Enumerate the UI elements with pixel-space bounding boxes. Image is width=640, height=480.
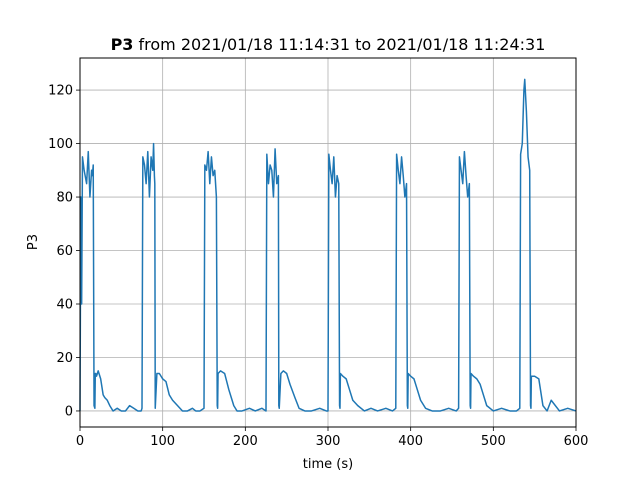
x-tick-label-2: 200 <box>233 434 258 449</box>
y-tick-label-2: 40 <box>56 298 73 313</box>
x-tick-label-3: 300 <box>316 434 341 449</box>
x-tick-label-4: 400 <box>398 434 423 449</box>
y-axis-label: P3 <box>26 234 41 250</box>
x-tick-label-0: 0 <box>76 434 84 449</box>
series-group <box>79 78 577 412</box>
y-tick-label-0: 0 <box>65 404 73 419</box>
y-tick-label-4: 80 <box>56 191 73 206</box>
chart-title: P3 from 2021/01/18 11:14:31 to 2021/01/1… <box>111 35 546 54</box>
y-tick-label-3: 60 <box>56 244 73 259</box>
ticks: 0 100 200 300 400 500 600 0 20 40 60 80 100 120 <box>48 84 588 449</box>
x-tick-label-5: 500 <box>481 434 506 449</box>
x-tick-label-1: 100 <box>150 434 175 449</box>
chart-title-rest: from 2021/01/18 11:14:31 to 2021/01/18 1… <box>133 35 545 54</box>
series-line-0 <box>79 78 577 412</box>
x-axis-label: time (s) <box>303 457 353 472</box>
y-tick-label-5: 100 <box>48 137 73 152</box>
y-tick-label-6: 120 <box>48 84 73 99</box>
chart-title-bold: P3 <box>111 35 134 54</box>
y-tick-label-1: 20 <box>56 351 73 366</box>
x-tick-label-6: 600 <box>564 434 589 449</box>
